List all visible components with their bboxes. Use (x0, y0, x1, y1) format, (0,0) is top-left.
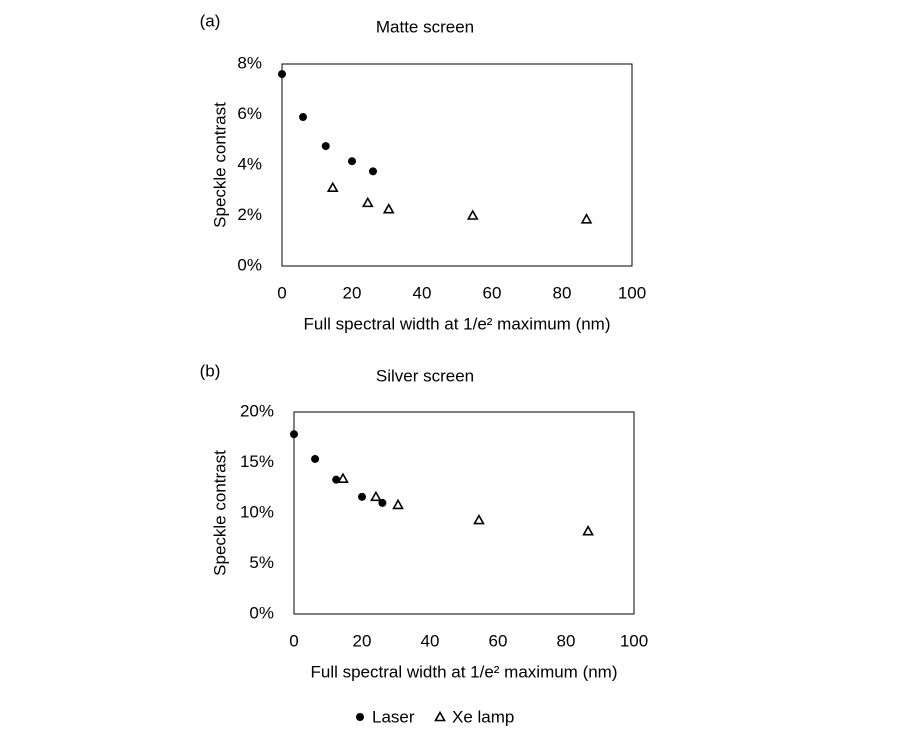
point (466, 209, 479, 220)
x-tick-label: 40 (421, 631, 440, 650)
legend-marker (434, 710, 446, 722)
y-tick-label: 2% (237, 205, 262, 224)
y-tick-label: 6% (237, 104, 262, 123)
point (321, 142, 330, 151)
x-tick-label: 0 (277, 283, 286, 302)
point (299, 113, 307, 122)
y-tick-label: 15% (240, 452, 274, 471)
y-tick-label: 4% (237, 154, 262, 173)
panel-label: (a) (200, 11, 221, 30)
point (582, 525, 594, 536)
y-tick-label: 10% (240, 502, 274, 521)
x-axis-label: Full spectral width at 1/e² maximum (nm) (310, 662, 617, 681)
legend-label: Laser (372, 707, 415, 726)
point (290, 430, 298, 439)
x-tick-label: 0 (289, 631, 298, 650)
y-tick-label: 5% (249, 553, 274, 572)
point (326, 181, 339, 193)
point (580, 213, 593, 224)
x-axis-label: Full spectral width at 1/e² maximum (nm) (303, 314, 610, 333)
x-tick-label: 40 (413, 283, 432, 302)
point (337, 472, 349, 483)
x-tick-label: 60 (483, 283, 502, 302)
x-tick-label: 80 (557, 631, 576, 650)
legend-marker (356, 713, 364, 721)
chart-title: Silver screen (376, 366, 474, 385)
x-tick-label: 20 (353, 631, 372, 650)
point (369, 167, 377, 176)
x-tick-label: 60 (489, 631, 508, 650)
legend-label: Xe lamp (452, 707, 514, 726)
point (392, 498, 404, 510)
y-tick-label: 20% (240, 401, 274, 420)
y-tick-label: 0% (237, 255, 262, 274)
y-axis-label: Speckle contrast (210, 102, 229, 228)
y-axis-label: Speckle contrast (210, 450, 229, 576)
x-tick-label: 100 (620, 631, 648, 650)
y-tick-label: 0% (249, 603, 274, 622)
point (370, 490, 382, 502)
plot-area (293, 411, 635, 615)
x-tick-label: 80 (553, 283, 572, 302)
x-tick-label: 100 (618, 283, 646, 302)
point (311, 454, 320, 463)
chart-title: Matte screen (376, 17, 474, 36)
point (473, 513, 485, 525)
point (358, 492, 366, 501)
point (348, 157, 356, 166)
x-tick-label: 20 (343, 283, 362, 302)
plot-area (281, 63, 633, 267)
panel-label: (b) (200, 361, 221, 380)
point (278, 70, 286, 79)
point (361, 196, 374, 208)
point (382, 203, 395, 214)
y-tick-label: 8% (237, 53, 262, 72)
